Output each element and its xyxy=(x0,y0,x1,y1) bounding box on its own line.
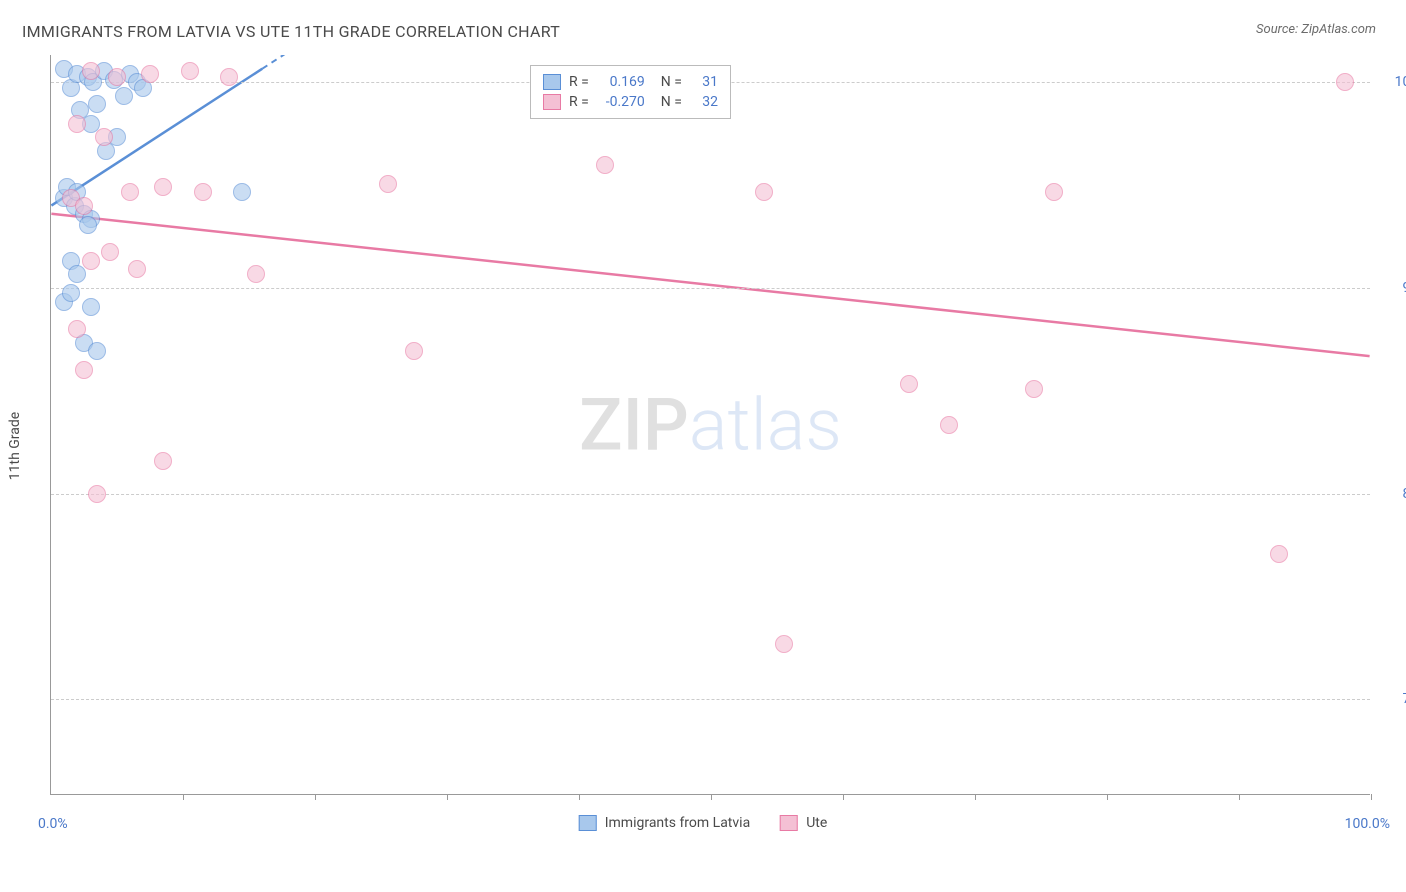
data-point xyxy=(88,485,106,503)
legend-swatch xyxy=(579,815,597,831)
data-point xyxy=(68,320,86,338)
x-tick-mark xyxy=(447,794,448,800)
data-point xyxy=(68,265,86,283)
legend-n-label: N = xyxy=(661,94,682,110)
data-point xyxy=(82,252,100,270)
data-point xyxy=(596,156,614,174)
trend-line-extrapolated xyxy=(262,55,381,69)
legend-r-value: 0.169 xyxy=(597,74,645,90)
legend-n-value: 32 xyxy=(690,94,718,110)
data-point xyxy=(755,183,773,201)
legend-r-value: -0.270 xyxy=(597,94,645,110)
legend-swatch xyxy=(543,74,561,90)
data-point xyxy=(95,128,113,146)
data-point xyxy=(82,298,100,316)
data-point xyxy=(141,65,159,83)
data-point xyxy=(1270,545,1288,563)
data-point xyxy=(154,178,172,196)
data-point xyxy=(1025,380,1043,398)
watermark: ZIPatlas xyxy=(579,382,842,467)
gridline xyxy=(51,288,1370,289)
x-tick-mark xyxy=(1371,794,1372,800)
x-tick-mark xyxy=(183,794,184,800)
data-point xyxy=(1045,183,1063,201)
series-legend: Immigrants from Latvia Ute xyxy=(579,815,828,831)
data-point xyxy=(220,68,238,86)
gridline xyxy=(51,494,1370,495)
data-point xyxy=(247,265,265,283)
legend-r-label: R = xyxy=(569,94,589,110)
data-point xyxy=(900,375,918,393)
plot-area: ZIPatlas 77.5%85.0%92.5%100.0% xyxy=(50,55,1370,795)
x-tick-mark xyxy=(975,794,976,800)
legend-row: R = -0.270 N = 32 xyxy=(543,92,718,112)
x-axis-max: 100.0% xyxy=(1345,816,1390,832)
data-point xyxy=(154,452,172,470)
data-point xyxy=(68,115,86,133)
y-tick-label: 77.5% xyxy=(1380,691,1406,707)
data-point xyxy=(88,342,106,360)
trend-line xyxy=(51,214,1369,356)
series-legend-item: Ute xyxy=(780,815,827,831)
data-point xyxy=(379,175,397,193)
y-tick-label: 100.0% xyxy=(1380,74,1406,90)
legend-row: R = 0.169 N = 31 xyxy=(543,72,718,92)
x-tick-mark xyxy=(1107,794,1108,800)
series-legend-label: Ute xyxy=(806,815,827,831)
x-axis-min: 0.0% xyxy=(38,816,68,832)
data-point xyxy=(82,62,100,80)
series-legend-item: Immigrants from Latvia xyxy=(579,815,750,831)
data-point xyxy=(405,342,423,360)
trend-lines xyxy=(51,55,1370,794)
chart-title: IMMIGRANTS FROM LATVIA VS UTE 11TH GRADE… xyxy=(22,22,560,41)
x-tick-mark xyxy=(711,794,712,800)
data-point xyxy=(101,243,119,261)
series-legend-label: Immigrants from Latvia xyxy=(605,815,750,831)
data-point xyxy=(75,197,93,215)
legend-swatch xyxy=(780,815,798,831)
legend-swatch xyxy=(543,94,561,110)
data-point xyxy=(62,284,80,302)
legend-r-label: R = xyxy=(569,74,589,90)
data-point xyxy=(75,361,93,379)
data-point xyxy=(121,183,139,201)
y-axis-label: 11th Grade xyxy=(7,412,23,480)
x-tick-mark xyxy=(315,794,316,800)
data-point xyxy=(88,95,106,113)
source-attribution: Source: ZipAtlas.com xyxy=(1256,22,1376,37)
data-point xyxy=(940,416,958,434)
data-point xyxy=(775,635,793,653)
x-tick-mark xyxy=(579,794,580,800)
data-point xyxy=(181,62,199,80)
y-tick-label: 92.5% xyxy=(1380,280,1406,296)
data-point xyxy=(79,216,97,234)
x-tick-mark xyxy=(1239,794,1240,800)
y-tick-label: 85.0% xyxy=(1380,486,1406,502)
data-point xyxy=(128,260,146,278)
data-point xyxy=(115,87,133,105)
data-point xyxy=(194,183,212,201)
correlation-legend: R = 0.169 N = 31 R = -0.270 N = 32 xyxy=(530,65,731,119)
data-point xyxy=(1336,73,1354,91)
legend-n-label: N = xyxy=(661,74,682,90)
gridline xyxy=(51,699,1370,700)
x-tick-mark xyxy=(843,794,844,800)
legend-n-value: 31 xyxy=(690,74,718,90)
data-point xyxy=(233,183,251,201)
data-point xyxy=(108,68,126,86)
